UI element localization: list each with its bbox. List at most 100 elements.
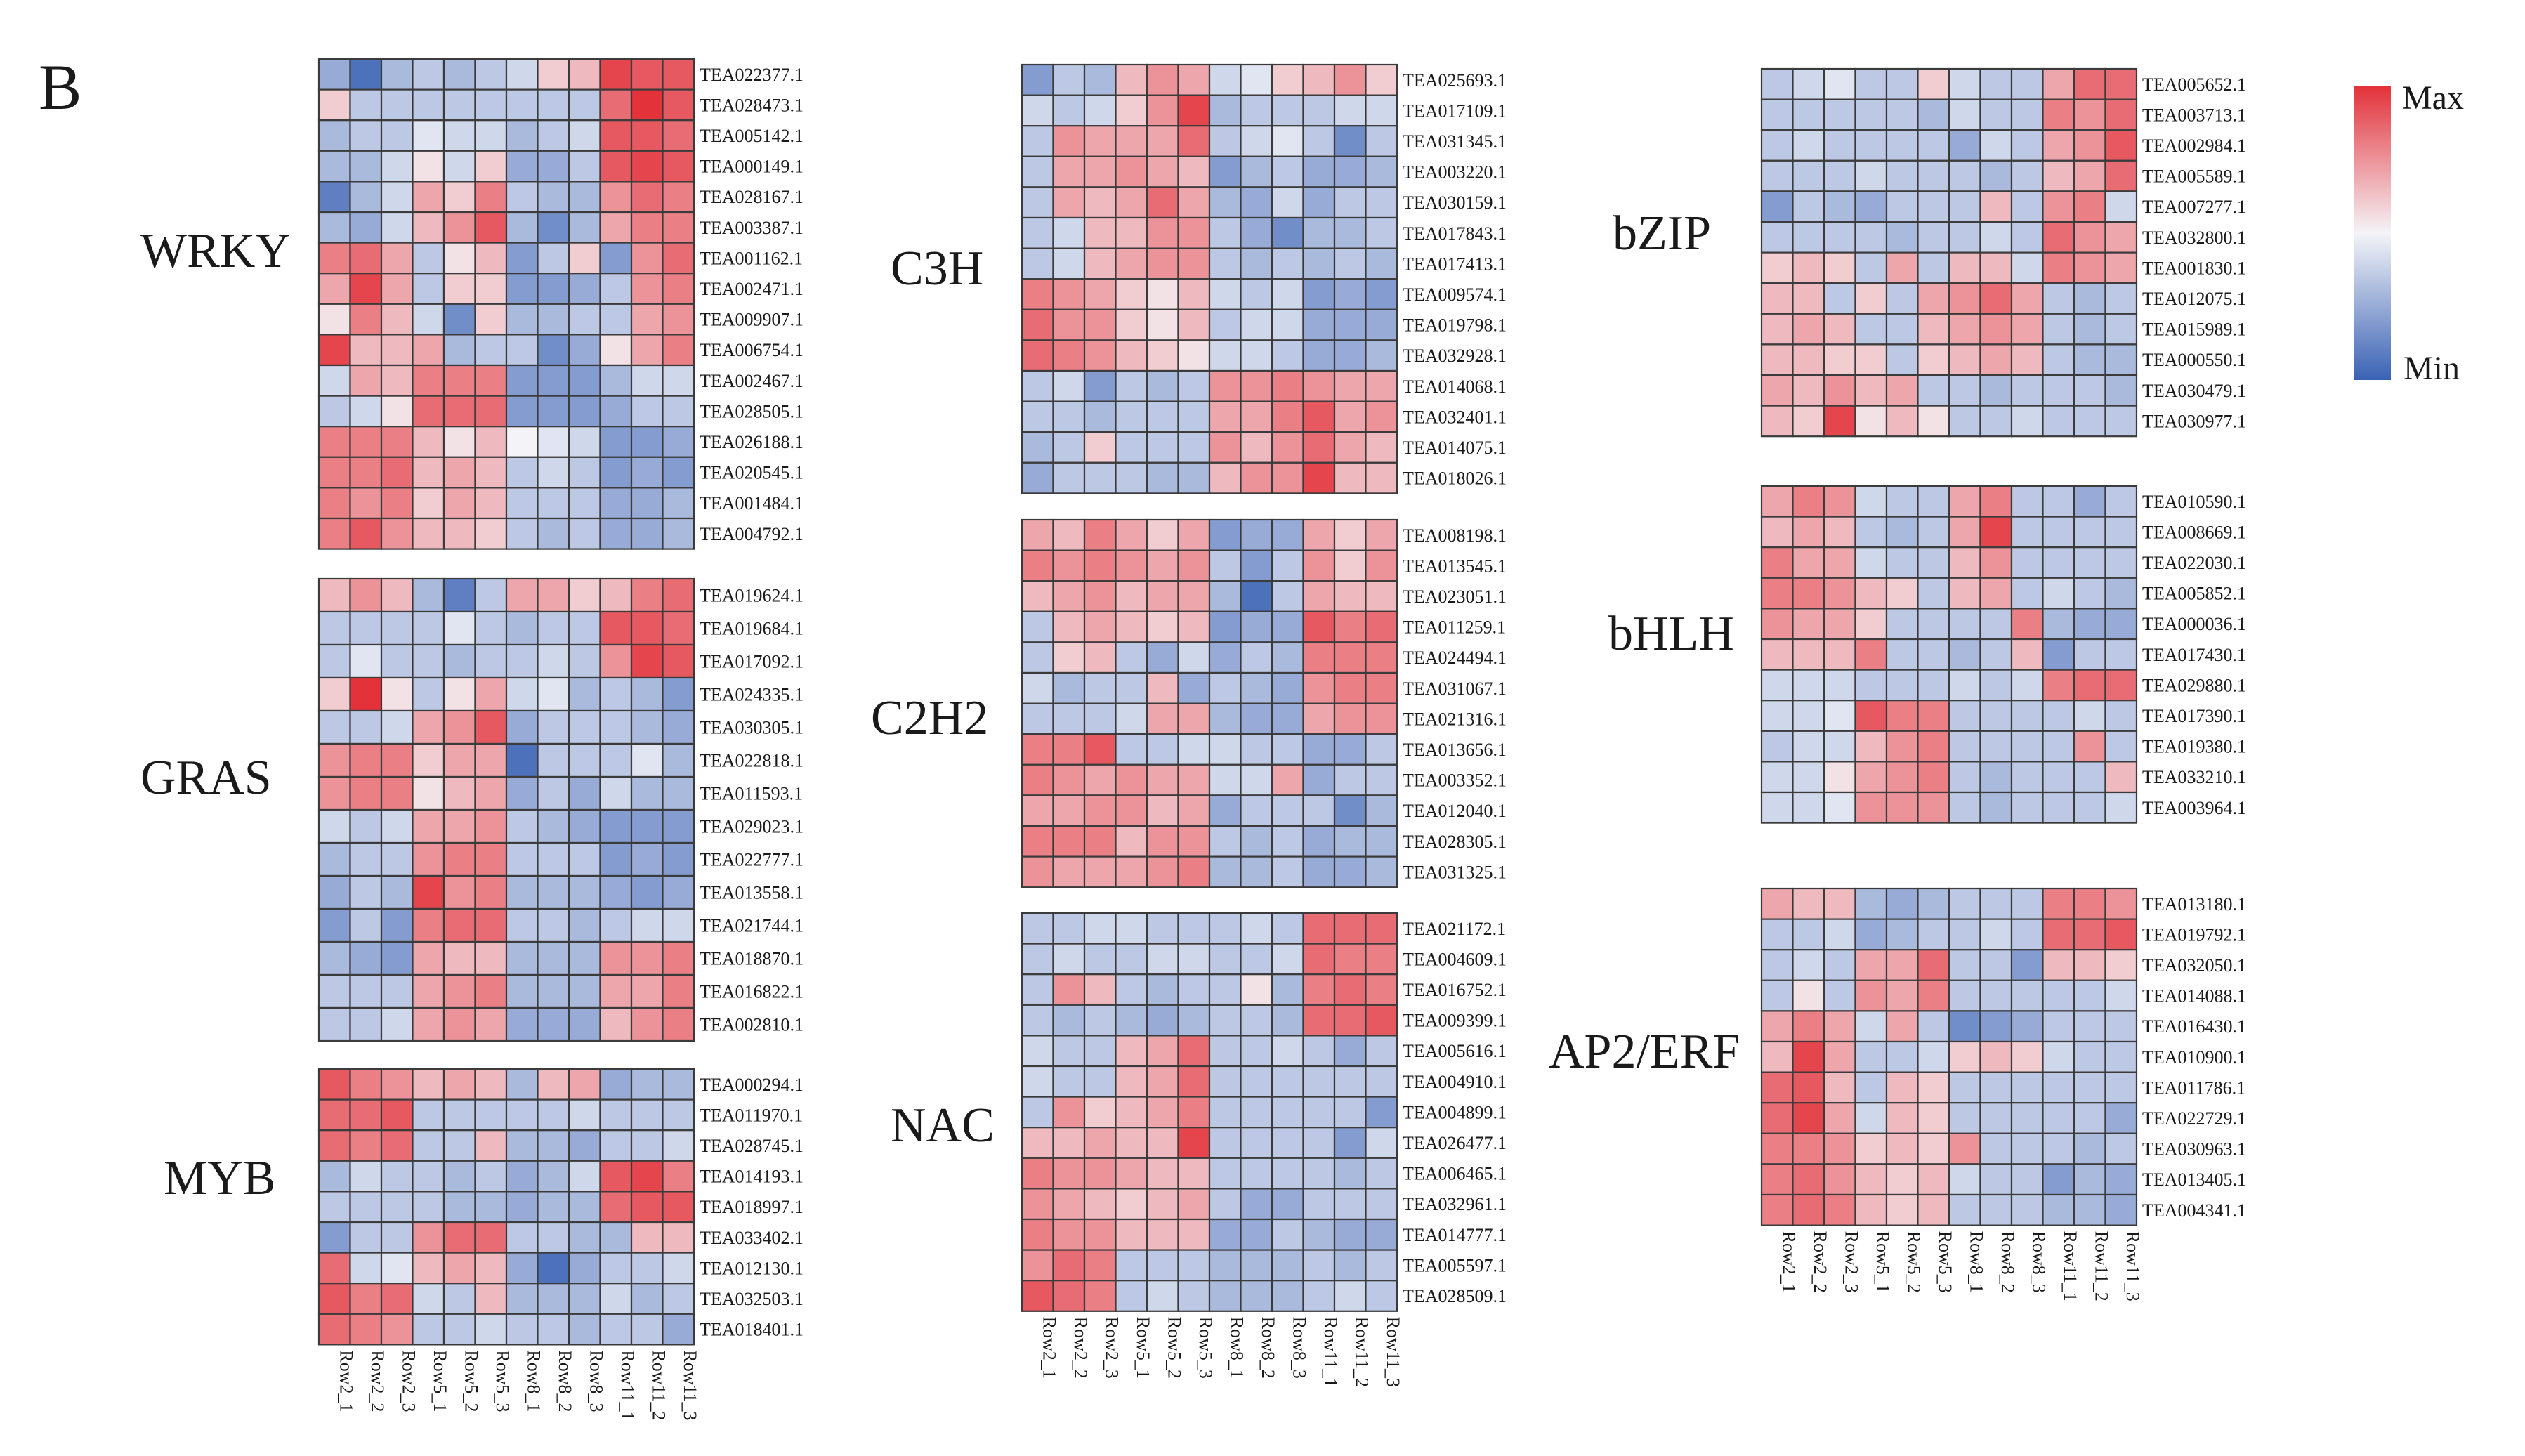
- column-label: Row5_3: [1195, 1317, 1216, 1379]
- row-label: TEA015989.1: [2142, 320, 2246, 340]
- heatmap-cell: [1271, 763, 1304, 796]
- heatmap-cell: [537, 456, 570, 489]
- heatmap-cell: [1146, 610, 1179, 643]
- heatmap-cell: [442, 1191, 476, 1224]
- heatmap-cell: [1271, 1004, 1304, 1037]
- heatmap-cell: [1823, 669, 1856, 702]
- heatmap-cell: [1885, 700, 1919, 732]
- heatmap-cell: [1760, 190, 1794, 223]
- heatmap-cell: [568, 88, 601, 122]
- heatmap-cell: [1146, 1280, 1179, 1312]
- heatmap-cell: [380, 395, 414, 428]
- heatmap-cell: [1333, 641, 1367, 674]
- heatmap-cell: [568, 242, 601, 275]
- heatmap-cell: [1271, 94, 1304, 127]
- heatmap-cell: [474, 1221, 508, 1254]
- heatmap-cell: [1333, 186, 1367, 219]
- heatmap-cell: [1760, 1193, 1794, 1226]
- column-label: Row2_1: [336, 1350, 356, 1412]
- heatmap-cell: [1146, 125, 1179, 157]
- heatmap-cell: [474, 273, 508, 305]
- heatmap-cell: [662, 395, 695, 428]
- heatmap-cell: [474, 211, 508, 244]
- heatmap-cell: [1083, 549, 1117, 582]
- heatmap-cell: [505, 364, 539, 397]
- heatmap-cell: [2073, 282, 2106, 315]
- heatmap-cell: [1854, 949, 1888, 981]
- heatmap-cell: [1885, 1010, 1919, 1043]
- heatmap-cell: [2104, 374, 2138, 407]
- heatmap-cell: [1052, 1065, 1086, 1098]
- heatmap-cell: [1115, 1065, 1148, 1098]
- heatmap-cell: [1917, 1163, 1950, 1196]
- heatmap-cell: [1021, 855, 1054, 888]
- heatmap-cell: [568, 709, 601, 745]
- heatmap-cell: [2042, 887, 2075, 920]
- heatmap-cell: [317, 364, 351, 397]
- row-label: TEA003713.1: [2142, 105, 2246, 125]
- row-label: TEA028745.1: [700, 1136, 804, 1156]
- heatmap-cell: [412, 874, 445, 910]
- heatmap-cell: [599, 907, 633, 943]
- heatmap-cell: [630, 610, 664, 646]
- heatmap-cell: [1948, 1040, 1981, 1073]
- heatmap-cell: [1177, 461, 1211, 494]
- heatmap-cell: [1177, 549, 1211, 582]
- heatmap-cell: [1052, 1218, 1086, 1251]
- heatmap-cell: [630, 88, 664, 122]
- heatmap-cell: [1083, 339, 1117, 372]
- heatmap-cell: [1271, 216, 1304, 249]
- heatmap-cell: [537, 1160, 570, 1193]
- heatmap-cell: [1302, 580, 1336, 612]
- heatmap-cell: [1823, 1102, 1856, 1134]
- heatmap-cell: [1177, 1004, 1211, 1037]
- heatmap-cell: [1271, 825, 1304, 858]
- heatmap-cell: [1760, 1071, 1794, 1104]
- heatmap-cell: [2042, 343, 2075, 376]
- heatmap-cell: [1333, 1127, 1367, 1159]
- heatmap-cell: [568, 841, 601, 877]
- heatmap-cell: [1302, 216, 1336, 249]
- heatmap-cell: [1948, 98, 1981, 131]
- heatmap-cell: [1917, 577, 1950, 610]
- heatmap-cell: [1146, 400, 1179, 433]
- heatmap-cell: [1979, 761, 2013, 794]
- heatmap-cell: [1240, 247, 1273, 280]
- row-label: TEA002467.1: [700, 371, 804, 391]
- column-label: Row11_3: [2123, 1231, 2143, 1301]
- heatmap-cell: [630, 211, 664, 244]
- heatmap-cell: [2042, 1071, 2075, 1104]
- heatmap-cell: [317, 808, 351, 844]
- row-label: TEA013545.1: [1403, 556, 1507, 576]
- heatmap-cell: [1948, 1102, 1981, 1134]
- heatmap-cell: [1083, 794, 1117, 827]
- heatmap-cell: [1979, 638, 2013, 671]
- row-label: TEA011259.1: [1403, 617, 1506, 638]
- heatmap-cell: [2073, 949, 2106, 981]
- heatmap-cell: [1021, 763, 1054, 796]
- heatmap-cell: [1208, 518, 1242, 551]
- heatmap-cell: [1302, 912, 1336, 945]
- row-label: TEA017843.1: [1403, 223, 1507, 244]
- heatmap-cell: [412, 1252, 445, 1285]
- heatmap-cell: [1115, 912, 1148, 945]
- heatmap-cell: [1240, 763, 1273, 796]
- heatmap-cell: [1979, 282, 2013, 315]
- heatmap-cell: [1115, 794, 1148, 827]
- heatmap-cell: [1885, 1193, 1919, 1226]
- heatmap-cell: [568, 973, 601, 1009]
- heatmap-cell: [1083, 973, 1117, 1006]
- heatmap-cell: [349, 181, 383, 214]
- heatmap-cell: [1052, 278, 1086, 310]
- heatmap-cell: [1177, 641, 1211, 674]
- heatmap-cell: [1885, 1132, 1919, 1165]
- row-label: TEA029023.1: [700, 817, 804, 837]
- heatmap-cell: [412, 242, 445, 275]
- heatmap-cell: [662, 58, 695, 91]
- heatmap-cell: [2073, 313, 2106, 346]
- heatmap-cell: [1083, 431, 1117, 464]
- heatmap-cell: [1302, 461, 1336, 494]
- heatmap-cell: [537, 709, 570, 745]
- heatmap-cell: [505, 487, 539, 520]
- heatmap-cell: [2042, 1163, 2075, 1196]
